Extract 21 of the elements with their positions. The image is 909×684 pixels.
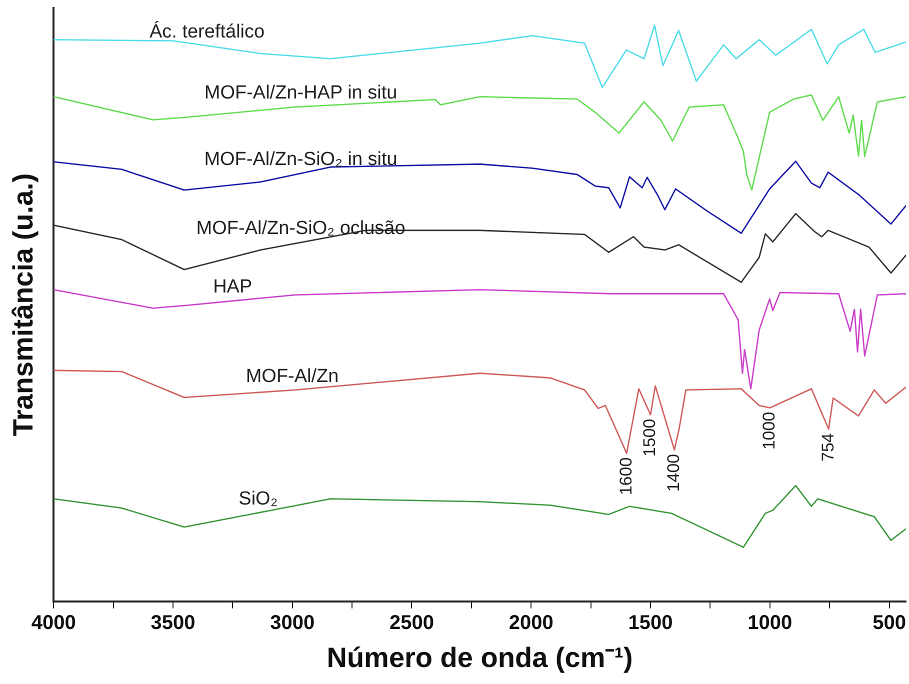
annotation: 1400 <box>664 454 684 492</box>
x-tick-label: 4000 <box>31 612 76 634</box>
annotation: 1000 <box>760 412 779 450</box>
series-label: MOF-Al/Zn-HAP in situ <box>204 82 398 104</box>
x-tick-label: 1000 <box>748 612 792 634</box>
x-tick-label: 2000 <box>508 612 554 634</box>
series-label: MOF-Al/Zn-SiO₂ in situ <box>204 149 398 170</box>
x-axis-title: Número de onda (cm⁻¹) <box>326 642 633 673</box>
series-label: MOF-Al/Zn <box>246 366 339 387</box>
y-axis-title: Transmitância (u.a.) <box>8 173 39 436</box>
x-tick-label: 3000 <box>270 612 315 634</box>
annotation: 1600 <box>616 457 636 496</box>
x-tick-label: 1500 <box>628 612 673 634</box>
x-tick-label: 3500 <box>150 612 196 634</box>
x-tick-label: 2500 <box>389 612 434 634</box>
annotation: 1500 <box>640 418 660 457</box>
series-label: SiO₂ <box>238 488 278 510</box>
annotation: 754 <box>818 433 838 462</box>
series-label: Ác. tereftálico <box>149 20 265 42</box>
x-tick-label: 500 <box>872 612 906 634</box>
series-label: HAP <box>213 276 252 298</box>
